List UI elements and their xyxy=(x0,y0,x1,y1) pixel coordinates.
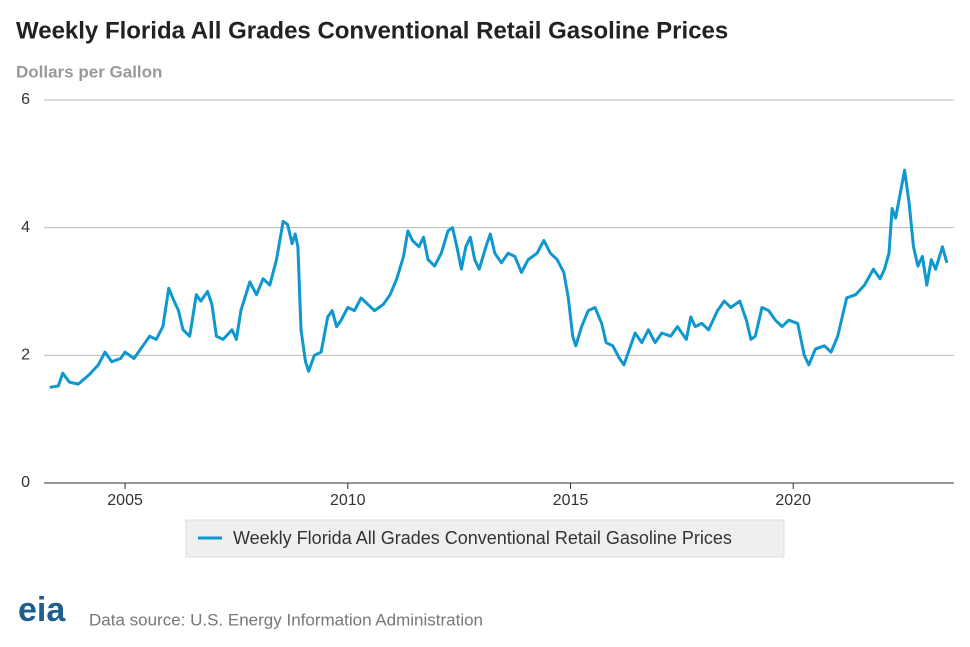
legend-label: Weekly Florida All Grades Conventional R… xyxy=(233,528,732,548)
y-axis-label: Dollars per Gallon xyxy=(16,62,162,81)
y-tick-label: 2 xyxy=(21,347,30,364)
y-tick-label: 4 xyxy=(21,219,30,236)
legend xyxy=(185,519,785,558)
x-tick-label: 2020 xyxy=(775,492,811,509)
y-tick-label: 6 xyxy=(21,91,30,108)
source: Data source: U.S. Energy Information Adm… xyxy=(89,610,483,629)
x-tick-label: 2010 xyxy=(330,492,366,509)
y-tick-label: 0 xyxy=(21,474,30,491)
chart-title: Weekly Florida All Grades Conventional R… xyxy=(16,17,728,44)
x-tick-label: 2005 xyxy=(107,492,143,509)
logo: eia xyxy=(18,591,66,629)
data-line xyxy=(49,168,949,389)
x-tick-label: 2015 xyxy=(553,492,589,509)
